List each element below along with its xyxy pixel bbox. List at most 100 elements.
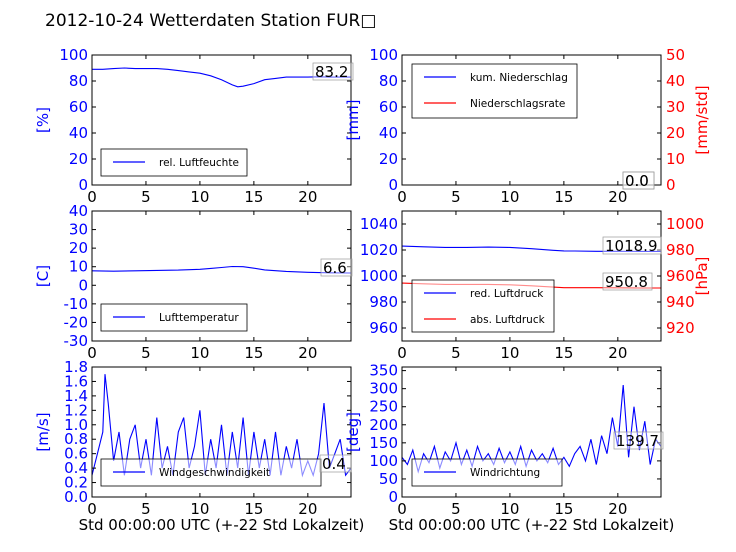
y-tick-label: 300 bbox=[369, 380, 398, 398]
series-line-humidity-0 bbox=[92, 67, 351, 88]
annotation-box bbox=[319, 454, 352, 473]
y-tick-label: 1.6 bbox=[64, 372, 88, 390]
x-tick-label: 5 bbox=[141, 188, 151, 206]
panel-pressure: 0 5 10 15 20 960 980 1000 1020 1040 920 940 960 980 10… bbox=[360, 210, 711, 362]
y-tick-label: 30 bbox=[69, 221, 88, 239]
y-tick-label: 0.6 bbox=[64, 445, 88, 463]
x-tick-label: 10 bbox=[190, 188, 209, 206]
legend-box bbox=[411, 63, 578, 119]
x-axis-label: Std 00:00:00 UTC (+-22 Std Lokalzeit) bbox=[79, 516, 365, 534]
y2-tick-label: 0 bbox=[666, 176, 676, 194]
annotation-box bbox=[613, 431, 664, 450]
last-value-annotation: 0.4 bbox=[322, 455, 346, 473]
x-axis-label: Std 00:00:00 UTC (+-22 Std Lokalzeit) bbox=[389, 516, 675, 534]
y2-tick-label: 1000 bbox=[666, 215, 704, 233]
y-tick-label: 20 bbox=[69, 239, 88, 257]
legend-box bbox=[411, 279, 555, 333]
x-tick-label: 15 bbox=[244, 188, 263, 206]
legend-label: Windgeschwindigkeit bbox=[159, 467, 270, 479]
x-tick-label: 15 bbox=[244, 344, 263, 362]
y2-tick-label: 50 bbox=[666, 46, 685, 64]
plot-frame bbox=[91, 54, 352, 186]
x-tick-label: 20 bbox=[608, 188, 627, 206]
x-tick-label: 0 bbox=[397, 188, 407, 206]
legend-label: Lufttemperatur bbox=[159, 312, 239, 324]
x-tick-label: 0 bbox=[87, 500, 97, 518]
y-tick-label: 60 bbox=[69, 98, 88, 116]
annotation-box bbox=[602, 272, 653, 291]
y-tick-label: 80 bbox=[379, 72, 398, 90]
x-tick-label: 5 bbox=[451, 188, 461, 206]
y-tick-label: 20 bbox=[379, 150, 398, 168]
y-axis-label: [mm] bbox=[344, 100, 362, 141]
y2-axis-label: [mm/std] bbox=[693, 85, 711, 154]
y-tick-label: 250 bbox=[369, 398, 398, 416]
x-tick-label: 15 bbox=[554, 188, 573, 206]
y2-tick-label: 980 bbox=[666, 241, 695, 259]
x-tick-label: 5 bbox=[451, 500, 461, 518]
y-tick-label: 100 bbox=[369, 46, 398, 64]
legend-label: Windrichtung bbox=[470, 467, 540, 479]
legend-label: rel. Luftfeuchte bbox=[159, 157, 239, 169]
y-tick-label: 100 bbox=[59, 46, 88, 64]
x-tick-label: 20 bbox=[608, 500, 627, 518]
x-tick-label: 5 bbox=[451, 344, 461, 362]
legend-label: Niederschlagsrate bbox=[470, 98, 565, 110]
y-tick-label: 960 bbox=[369, 319, 398, 337]
x-tick-label: 0 bbox=[87, 344, 97, 362]
annotation-box bbox=[602, 236, 662, 255]
y2-tick-label: 10 bbox=[666, 150, 685, 168]
y-tick-label: 1.2 bbox=[64, 401, 88, 419]
legend-label: kum. Niederschlag bbox=[470, 72, 568, 84]
legend-label: abs. Luftdruck bbox=[470, 314, 546, 326]
y-tick-label: 50 bbox=[379, 470, 398, 488]
y-tick-label: 10 bbox=[69, 258, 88, 276]
last-value-annotation: 139.7 bbox=[616, 432, 659, 450]
figure-title: 2012-10-24 Wetterdaten Station FUR□ bbox=[45, 11, 376, 31]
y-tick-label: 1040 bbox=[360, 215, 398, 233]
last-value-annotation: 950.8 bbox=[605, 273, 648, 291]
annotation-box bbox=[622, 171, 655, 190]
panel-temperature: 0 5 10 15 20-30-20-10010203040[C]Lufttempera… bbox=[34, 202, 353, 362]
y-tick-label: 40 bbox=[379, 124, 398, 142]
y-tick-label: 0.8 bbox=[64, 430, 88, 448]
last-value-annotation: 0.0 bbox=[625, 172, 649, 190]
y-tick-label: 40 bbox=[69, 124, 88, 142]
y-tick-label: 100 bbox=[369, 452, 398, 470]
x-tick-label: 0 bbox=[87, 188, 97, 206]
x-tick-label: 20 bbox=[298, 500, 317, 518]
y-tick-label: -30 bbox=[64, 332, 89, 350]
y-tick-label: 200 bbox=[369, 416, 398, 434]
y-tick-label: 1000 bbox=[360, 267, 398, 285]
y-axis-label: [C] bbox=[34, 265, 52, 287]
y2-tick-label: 940 bbox=[666, 293, 695, 311]
y2-tick-label: 30 bbox=[666, 98, 685, 116]
y-tick-label: -10 bbox=[64, 295, 89, 313]
x-tick-label: 5 bbox=[141, 500, 151, 518]
last-value-annotation: 0.0 bbox=[625, 172, 649, 190]
y2-axis-label: [hPa] bbox=[693, 257, 711, 296]
annotation-box bbox=[320, 258, 353, 277]
x-tick-label: 10 bbox=[190, 500, 209, 518]
y-axis-label: [%] bbox=[34, 107, 52, 133]
x-tick-label: 20 bbox=[608, 344, 627, 362]
y-axis-label: [m/s] bbox=[34, 412, 52, 451]
x-tick-label: 5 bbox=[141, 344, 151, 362]
y-tick-label: 0 bbox=[388, 176, 398, 194]
y-tick-label: 0 bbox=[78, 276, 88, 294]
x-tick-label: 10 bbox=[500, 344, 519, 362]
series-line-pressure-0 bbox=[401, 245, 661, 252]
series-line-temperature-0 bbox=[91, 265, 352, 274]
y-tick-label: 1.0 bbox=[64, 416, 88, 434]
legend-label: red. Luftdruck bbox=[470, 288, 544, 300]
x-tick-label: 15 bbox=[244, 500, 263, 518]
y-tick-label: -20 bbox=[64, 313, 89, 331]
y-tick-label: 0.2 bbox=[64, 474, 88, 492]
y-tick-label: 20 bbox=[69, 150, 88, 168]
y-tick-label: 1.8 bbox=[64, 358, 88, 376]
y-tick-label: 980 bbox=[369, 293, 398, 311]
plot-frame bbox=[91, 366, 352, 498]
last-value-annotation: 1018.9 bbox=[605, 237, 658, 255]
